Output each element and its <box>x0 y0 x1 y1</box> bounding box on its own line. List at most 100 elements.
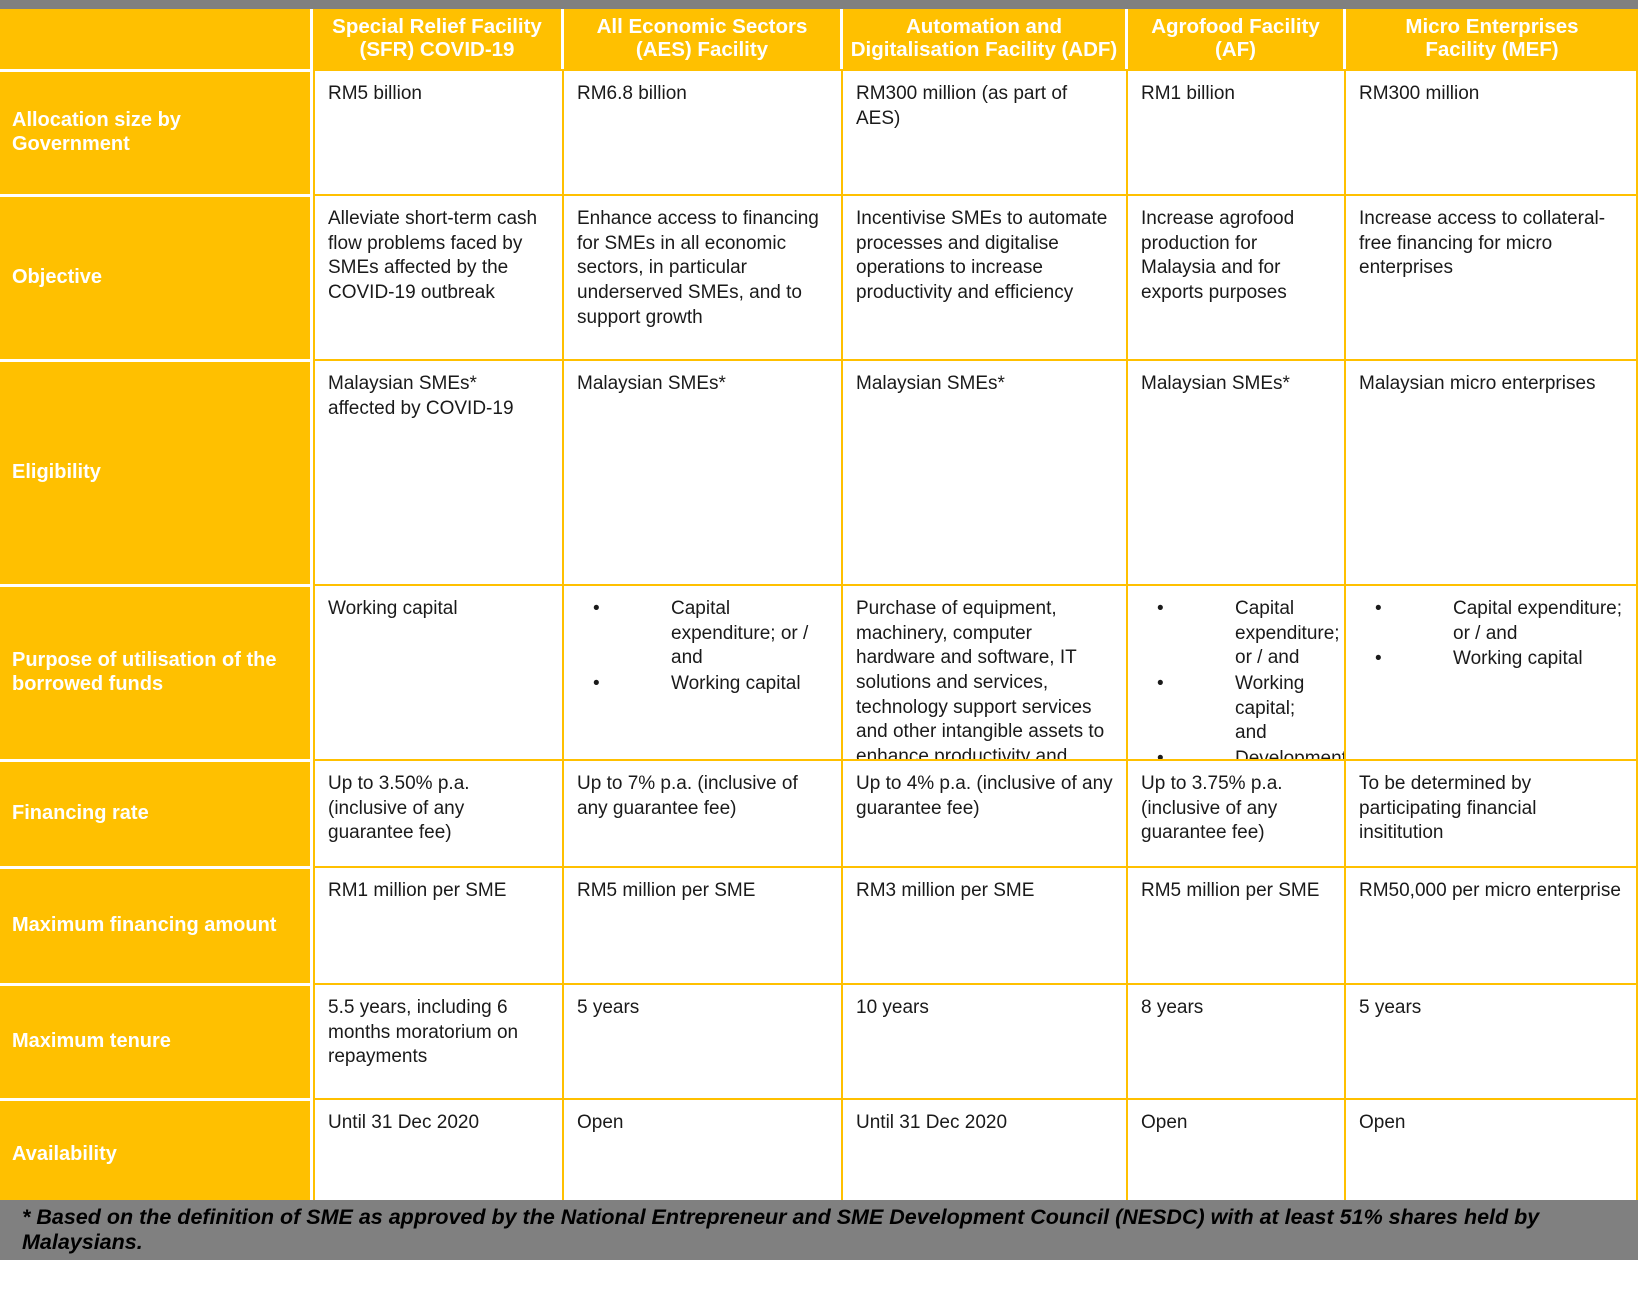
bullet-text: Working capital <box>671 673 801 695</box>
bullet-text: Working capital <box>1453 648 1583 670</box>
column-header-line: All Economic Sectors <box>596 15 808 39</box>
column-header-line: Facility (MEF) <box>1425 38 1559 61</box>
cell-text: Open <box>1359 1112 1406 1133</box>
table-cell: RM50,000 per micro enterprise <box>1346 866 1638 983</box>
column-header-line: Agrofood Facility <box>1151 15 1320 39</box>
bullet-item: • Working capital; and <box>1141 672 1331 746</box>
cell-text: To be determined by participating financ… <box>1359 773 1537 844</box>
cell-text: Incentivise SMEs to automate processes a… <box>856 208 1108 304</box>
cell-text: Working capital <box>328 598 458 619</box>
column-header-1: Special Relief Facility (SFR) COVID-19 <box>313 9 564 69</box>
bullet-dot-icon: • <box>593 598 600 619</box>
bullet-list: • Capital expenditure; or / and • Working c… <box>1141 597 1344 759</box>
column-header-line: Micro Enterprises <box>1405 15 1579 39</box>
table-cell: RM300 million (as part of AES) <box>843 69 1128 194</box>
table-cell: RM300 million <box>1346 69 1638 194</box>
bullet-dot-icon: • <box>1157 673 1164 695</box>
bullet-item: • Working capital <box>577 672 828 697</box>
row-label-2: Objective <box>0 194 313 359</box>
cell-text: 5.5 years, including 6 months moratorium… <box>328 997 519 1068</box>
cell-text: 5 years <box>577 997 640 1018</box>
table-cell: Open <box>1346 1098 1638 1208</box>
footnote-bar: * Based on the definition of SME as appr… <box>0 1200 1638 1260</box>
row-label-text: Availability <box>12 1142 117 1165</box>
table-cell: RM5 billion <box>313 69 564 194</box>
row-label-text: Maximum financing amount <box>12 914 277 937</box>
table-cell: Increase access to collateral-free finan… <box>1346 194 1638 359</box>
row-label-text: Allocation size by Government <box>12 109 181 155</box>
cell-text: Increase agrofood production for Malaysi… <box>1141 208 1295 304</box>
cell-text: Increase access to collateral-free finan… <box>1359 208 1606 279</box>
table-cell: Purchase of equipment, machinery, comput… <box>843 584 1128 759</box>
bullet-dot-icon: • <box>1375 648 1382 670</box>
table-cell: • Capital expenditure; or / and • Working c… <box>564 584 843 759</box>
column-header-line: (SFR) COVID-19 <box>359 38 515 61</box>
row-label-7: Maximum tenure <box>0 983 313 1098</box>
column-header-3: Automation and Digitalisation Facility (A… <box>843 9 1128 69</box>
top-grey-band <box>0 0 1638 9</box>
cell-text: 8 years <box>1141 997 1204 1018</box>
bullet-dot-icon: • <box>1375 598 1382 619</box>
footnote-text: * Based on the definition of SME as appr… <box>22 1205 1540 1254</box>
table-cell: RM5 million per SME <box>564 866 843 983</box>
bullet-item: • Capital expenditure; or / and <box>1141 597 1340 671</box>
bullet-dot-icon: • <box>593 673 600 695</box>
table-cell: Malaysian SMEs* affected by COVID-19 <box>313 359 564 584</box>
cell-text: Malaysian SMEs* <box>856 373 1005 394</box>
cell-text: Up to 3.50% p.a. (inclusive of any guara… <box>328 773 470 844</box>
cell-text: Alleviate short-term cash flow problems … <box>328 208 538 304</box>
cell-text: Purchase of equipment, machinery, comput… <box>856 598 1105 759</box>
cell-text: Until 31 Dec 2020 <box>328 1112 480 1133</box>
cell-text: 10 years <box>856 997 929 1018</box>
cell-text: Up to 3.75% p.a. (inclusive of any guara… <box>1141 773 1283 844</box>
cell-text: Until 31 Dec 2020 <box>856 1112 1008 1133</box>
table-cell: RM3 million per SME <box>843 866 1128 983</box>
column-header-4: Agrofood Facility (AF) <box>1128 9 1346 69</box>
table-cell: RM6.8 billion <box>564 69 843 194</box>
cell-text: RM5 million per SME <box>1141 880 1320 901</box>
cell-text: Open <box>577 1112 624 1133</box>
table-cell: Enhance access to financing for SMEs in … <box>564 194 843 359</box>
cell-text: RM5 million per SME <box>577 880 756 901</box>
cell-text: Open <box>1141 1112 1188 1133</box>
bullet-dot-icon: • <box>1157 748 1164 759</box>
row-label-6: Maximum financing amount <box>0 866 313 983</box>
table-cell: • Capital expenditure; or / and • Working c… <box>1128 584 1346 759</box>
bullet-item: • Development of agrofood projects <box>1141 747 1344 759</box>
column-header-line: Automation and <box>905 15 1062 39</box>
bottom-white-band <box>0 1260 1638 1294</box>
table-cell: Until 31 Dec 2020 <box>313 1098 564 1208</box>
cell-text: Malaysian micro enterprises <box>1359 373 1596 394</box>
cell-text: Enhance access to financing for SMEs in … <box>577 208 819 328</box>
row-label-4: Purpose of utilisation of the borrowed f… <box>0 584 313 759</box>
row-label-text: Eligibility <box>12 461 101 484</box>
row-label-5: Financing rate <box>0 759 313 866</box>
table-cell: 5 years <box>564 983 843 1098</box>
row-label-text: Financing rate <box>12 802 149 825</box>
bullet-text: Capital expenditure; or / and <box>671 598 809 669</box>
cell-text: RM3 million per SME <box>856 880 1035 901</box>
table-corner-cell <box>0 9 313 69</box>
bullet-dot-icon: • <box>1157 598 1164 619</box>
cell-text: Up to 7% p.a. (inclusive of any guarante… <box>577 773 798 819</box>
table-cell: RM1 million per SME <box>313 866 564 983</box>
table-cell: Increase agrofood production for Malaysi… <box>1128 194 1346 359</box>
bullet-item: • Capital expenditure; or / and <box>1359 597 1623 646</box>
table-cell: Up to 4% p.a. (inclusive of any guarante… <box>843 759 1128 866</box>
cell-text: Malaysian SMEs* affected by COVID-19 <box>328 373 514 419</box>
table-cell: Malaysian micro enterprises <box>1346 359 1638 584</box>
cell-text: Malaysian SMEs* <box>1141 373 1290 394</box>
cell-text: RM300 million <box>1359 83 1480 104</box>
cell-text: RM6.8 billion <box>577 83 687 104</box>
row-label-text: Objective <box>12 266 103 289</box>
cell-text: RM1 billion <box>1141 83 1235 104</box>
cell-text: RM300 million (as part of AES) <box>856 83 1068 129</box>
bullet-text: Capital expenditure; or / and <box>1453 598 1622 644</box>
bullet-text: Capital expenditure; or / and <box>1235 598 1340 669</box>
table-cell: To be determined by participating financ… <box>1346 759 1638 866</box>
table-cell: 10 years <box>843 983 1128 1098</box>
row-label-text: Maximum tenure <box>12 1030 171 1053</box>
cell-text: Malaysian SMEs* <box>577 373 726 394</box>
table-cell: Incentivise SMEs to automate processes a… <box>843 194 1128 359</box>
table-cell: Working capital <box>313 584 564 759</box>
